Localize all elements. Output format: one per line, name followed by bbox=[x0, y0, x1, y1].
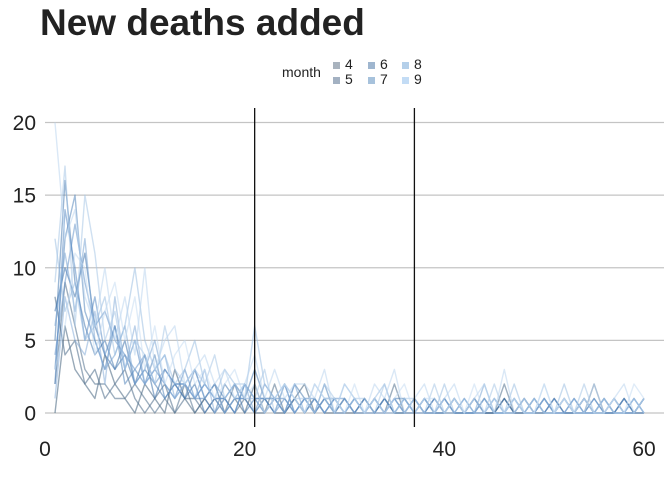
legend-key-5 bbox=[333, 77, 340, 84]
legend-label-6: 6 bbox=[380, 56, 388, 72]
legend-key-4 bbox=[333, 62, 340, 69]
legend-label-9: 9 bbox=[414, 71, 422, 87]
chart-title: New deaths added bbox=[40, 2, 365, 43]
legend-key-7 bbox=[368, 77, 375, 84]
legend-label-7: 7 bbox=[380, 71, 388, 87]
gridlines bbox=[45, 121, 664, 414]
legend-key-9 bbox=[402, 77, 409, 84]
x-tick-label-20: 20 bbox=[233, 438, 256, 461]
y-tick-label-10: 10 bbox=[13, 257, 36, 280]
x-tick-label-60: 60 bbox=[632, 438, 655, 461]
series-line-11-month-8 bbox=[54, 165, 645, 414]
series-line-7-month-6 bbox=[54, 223, 645, 414]
legend-key-8 bbox=[402, 62, 409, 69]
legend-title: month bbox=[282, 64, 321, 80]
series-line-13-month-9 bbox=[54, 252, 645, 414]
y-tick-label-20: 20 bbox=[13, 112, 36, 135]
legend-label-4: 4 bbox=[345, 56, 353, 72]
y-tick-label-0: 0 bbox=[24, 403, 36, 426]
x-axis-tick-labels: 0 20 40 60 bbox=[39, 438, 656, 461]
legend-label-8: 8 bbox=[414, 56, 422, 72]
legend-label-5: 5 bbox=[345, 71, 353, 87]
reference-lines bbox=[254, 108, 416, 427]
series-line-2-month-4 bbox=[54, 281, 644, 414]
legend-key-6 bbox=[368, 62, 375, 69]
y-tick-label-15: 15 bbox=[13, 185, 36, 208]
x-tick-label-40: 40 bbox=[433, 438, 456, 461]
y-tick-label-5: 5 bbox=[24, 330, 36, 353]
series-lines bbox=[54, 122, 645, 414]
x-tick-label-0: 0 bbox=[39, 438, 51, 461]
y-axis-tick-labels: 0 5 10 15 20 bbox=[13, 112, 36, 425]
